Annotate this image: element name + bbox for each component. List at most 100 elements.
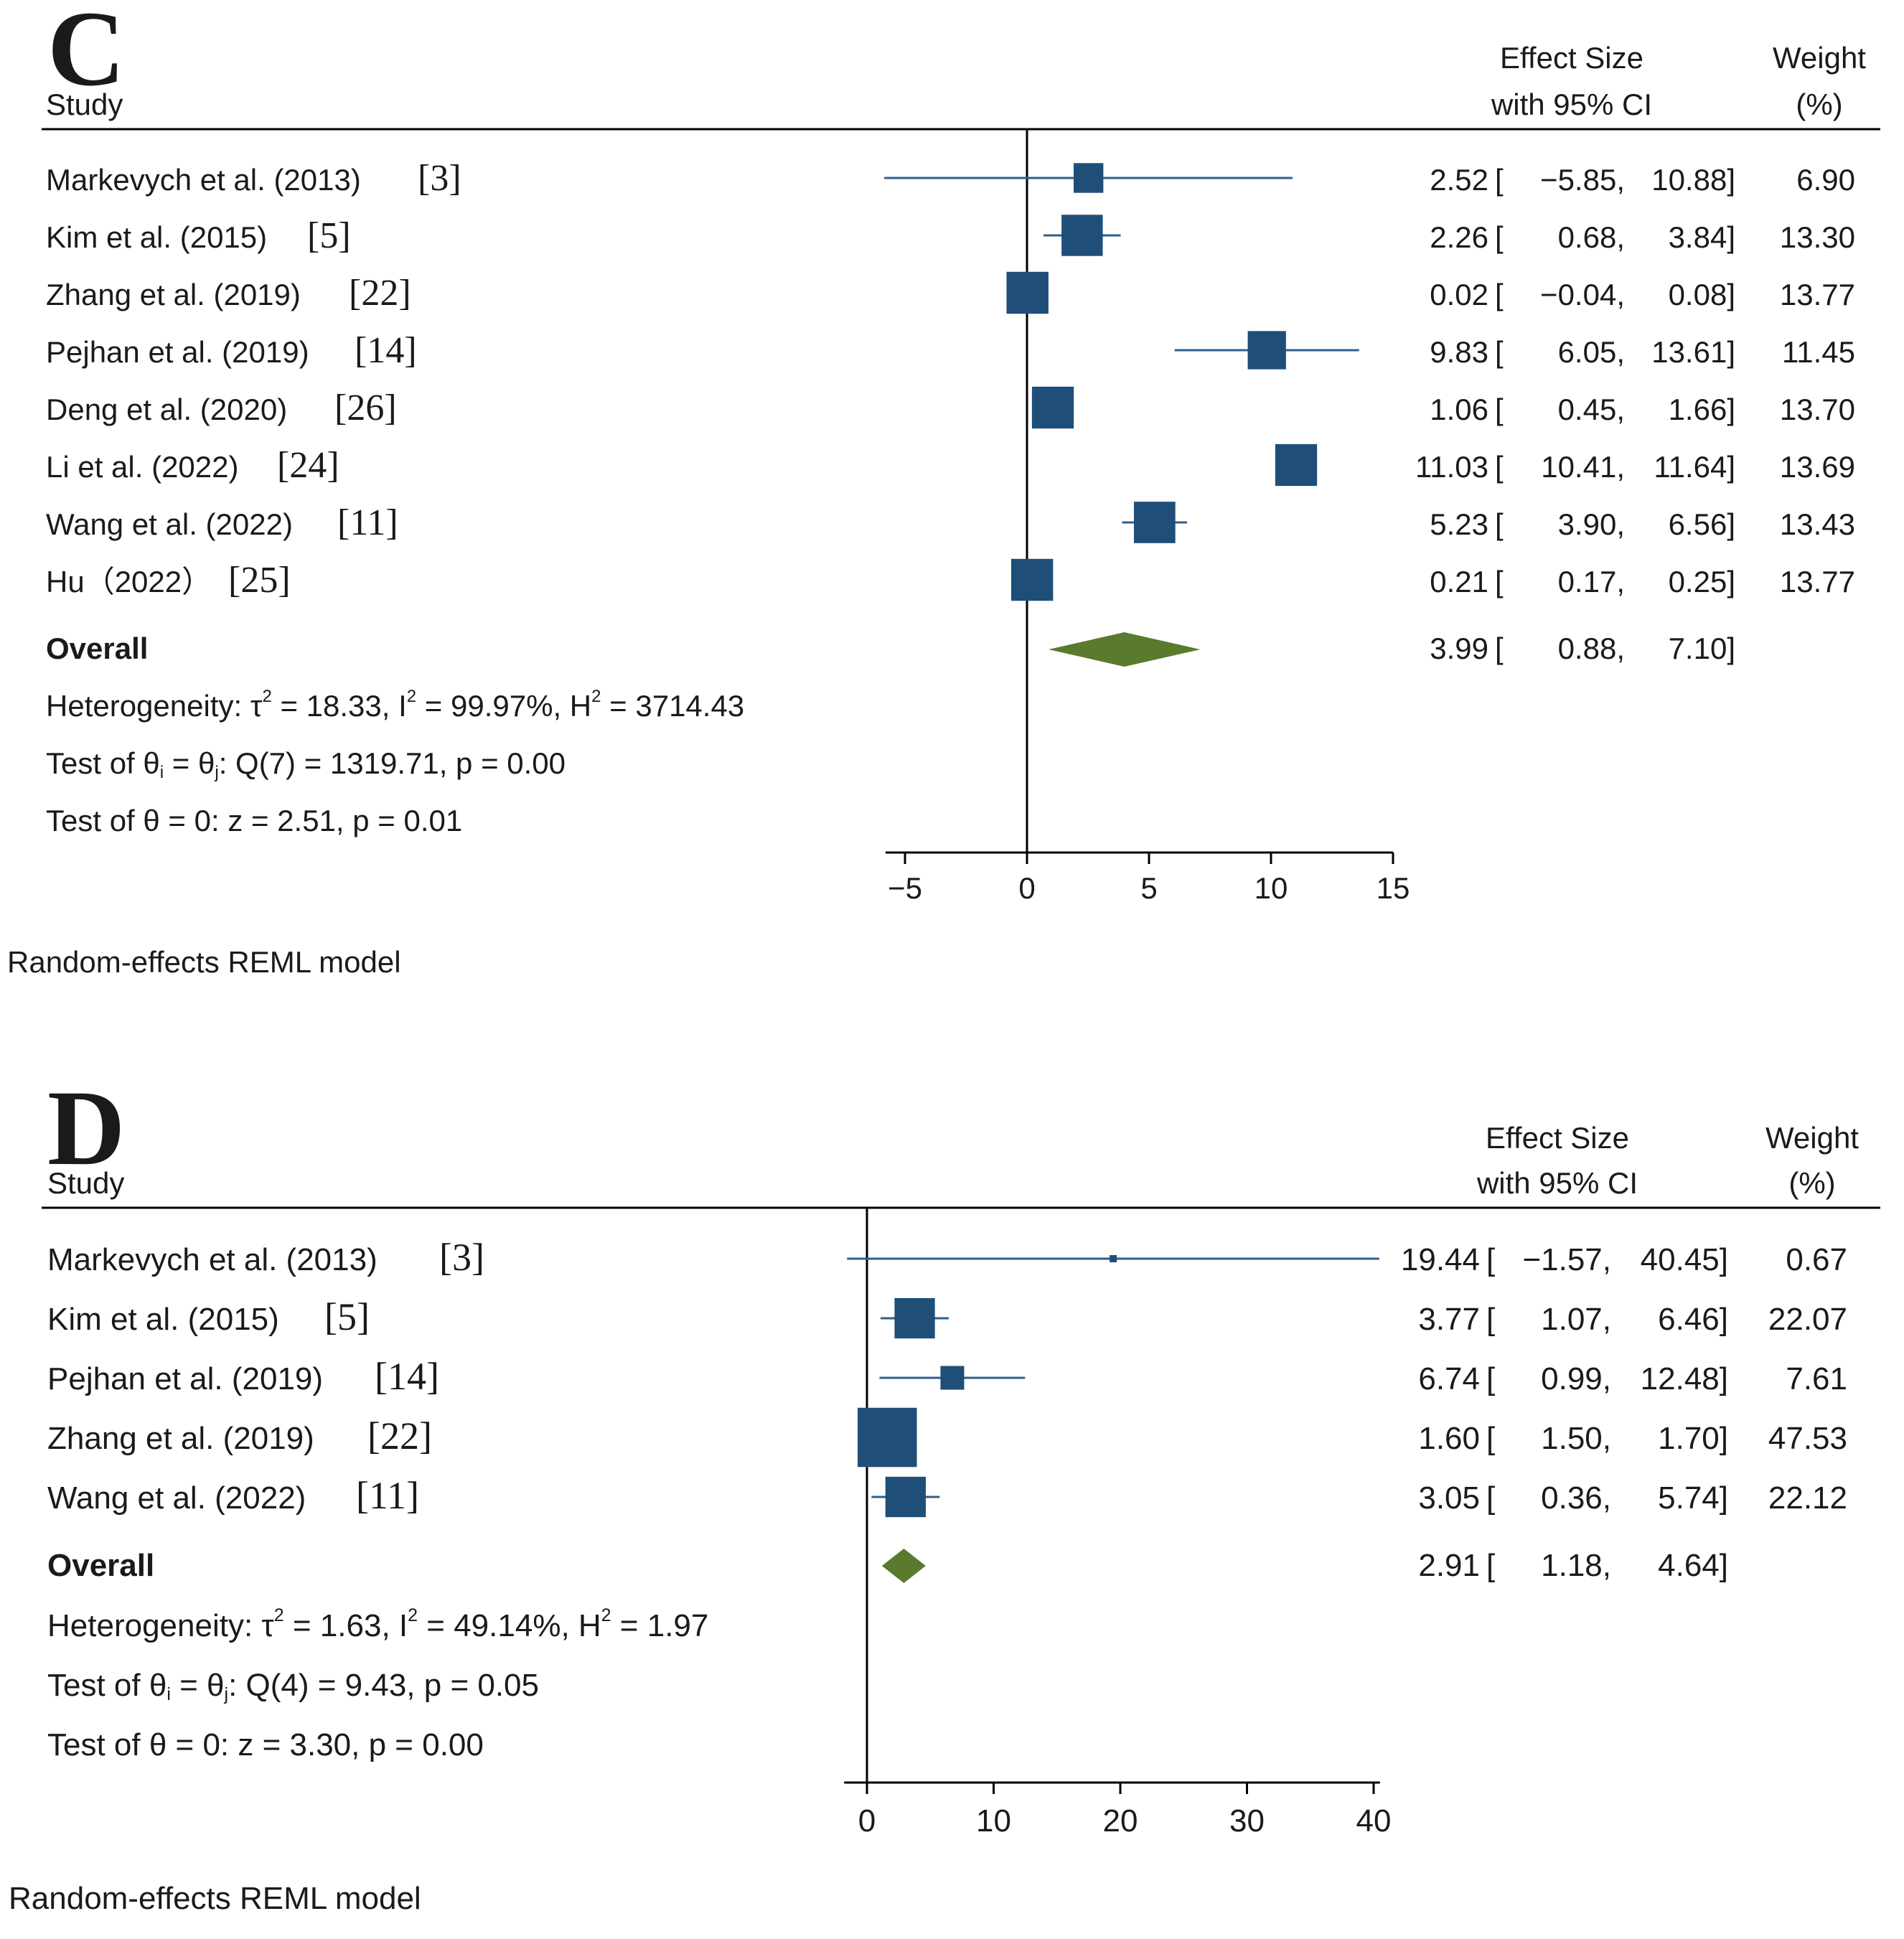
effect-marker [1010, 558, 1054, 601]
panel-c: C Study Effect Size with 95% CI Weight (… [7, 0, 1880, 979]
study-row: Zhang et al. (2019) [22] 0.02 [ −0.04, 0… [46, 273, 1855, 314]
study-ref: [11] [356, 1474, 419, 1517]
weight-value: 7.61 [1786, 1361, 1847, 1396]
ci-upper-value: 6.56] [1669, 507, 1735, 541]
overall-row: Overall 3.99 [ 0.88, 7.10] [46, 632, 1735, 665]
x-tick-label: 15 [1377, 871, 1410, 905]
x-tick-label: 40 [1356, 1803, 1392, 1839]
weight-header: Weight [1773, 41, 1866, 75]
effect-size-value: 1.06 [1430, 393, 1488, 426]
study-row: Wang et al. (2022) [11] 3.05 [ 0.36, 5.7… [47, 1474, 1847, 1517]
ci-upper-value: 12.48] [1641, 1361, 1728, 1396]
study-row: Zhang et al. (2019) [22] 1.60 [ 1.50, 1.… [47, 1414, 1847, 1457]
effect-marker [1073, 163, 1104, 193]
overall-diamond [1048, 632, 1201, 667]
ci-open-bracket: [ [1486, 1302, 1495, 1337]
weight-unit-header: (%) [1788, 1166, 1835, 1200]
effect-size-value: 3.05 [1418, 1480, 1480, 1516]
effect-size-value: 0.21 [1430, 565, 1488, 598]
x-axis-ticks: −5 0 5 10 15 [888, 853, 1410, 905]
overall-row: Overall 2.91 [ 1.18, 4.64] [47, 1548, 1728, 1583]
overall-diamond [881, 1549, 926, 1583]
ci-open-bracket: [ [1495, 335, 1504, 369]
overall-effect-value: 2.91 [1418, 1548, 1480, 1583]
ci-open-bracket: [ [1486, 1548, 1495, 1583]
study-ref: [14] [355, 330, 417, 371]
ci-lower-value: 1.07, [1541, 1302, 1611, 1337]
panel-letter: C [47, 0, 125, 108]
overall-ci-lower: 0.88, [1558, 632, 1625, 665]
ci-lower-value: 3.90, [1558, 507, 1625, 541]
study-ref: [5] [324, 1295, 370, 1338]
panel-d: D Study Effect Size with 95% CI Weight (… [9, 1069, 1880, 1916]
ci-open-bracket: [ [1486, 1361, 1495, 1396]
overall-effect-test: Test of θ = 0: z = 3.30, p = 0.00 [47, 1727, 484, 1762]
ci-open-bracket: [ [1495, 393, 1504, 426]
study-row: Wang et al. (2022) [11] 5.23 [ 3.90, 6.5… [46, 502, 1855, 543]
study-row: Kim et al. (2015) [5] 3.77 [ 1.07, 6.46]… [47, 1295, 1847, 1338]
ci-upper-value: 3.84] [1669, 220, 1735, 254]
ci-upper-value: 5.74] [1658, 1480, 1728, 1516]
effect-size-value: 1.60 [1418, 1421, 1480, 1456]
study-row: Kim et al. (2015) [5] 2.26 [ 0.68, 3.84]… [46, 215, 1855, 256]
weight-value: 13.77 [1780, 565, 1855, 598]
x-tick-label: 5 [1140, 871, 1157, 905]
ci-header: with 95% CI [1476, 1166, 1638, 1200]
ci-lower-value: −1.57, [1522, 1242, 1611, 1277]
ci-open-bracket: [ [1495, 507, 1504, 541]
effect-marker [857, 1407, 917, 1468]
study-name: Kim et al. (2015) [46, 220, 267, 254]
effect-marker [1275, 443, 1318, 487]
model-footnote: Random-effects REML model [9, 1881, 421, 1916]
ci-open-bracket: [ [1486, 1242, 1495, 1277]
study-name: Deng et al. (2020) [46, 393, 287, 426]
panel-letter: D [47, 1069, 125, 1188]
overall-effect-value: 3.99 [1430, 632, 1488, 665]
ci-upper-value: 11.64] [1654, 450, 1735, 484]
study-name: Kim et al. (2015) [47, 1302, 279, 1337]
weight-value: 11.45 [1782, 335, 1855, 369]
weight-value: 13.43 [1780, 507, 1855, 541]
study-name: Hu（2022） [46, 565, 212, 598]
study-name: Wang et al. (2022) [46, 507, 293, 541]
ci-upper-value: 13.61] [1651, 335, 1735, 369]
study-name: Zhang et al. (2019) [46, 278, 301, 311]
study-column-header: Study [47, 1166, 124, 1200]
ci-lower-value: 0.68, [1558, 220, 1625, 254]
ci-open-bracket: [ [1495, 220, 1504, 254]
x-tick-label: 10 [1255, 871, 1288, 905]
effect-size-value: 2.52 [1430, 163, 1488, 197]
effect-marker [1006, 271, 1049, 314]
ci-lower-value: 0.36, [1541, 1480, 1611, 1516]
overall-ci-upper: 4.64] [1658, 1548, 1728, 1583]
study-ref: [25] [228, 560, 291, 601]
effect-size-value: 5.23 [1430, 507, 1488, 541]
ci-lower-value: 1.50, [1541, 1421, 1611, 1456]
weight-value: 47.53 [1768, 1421, 1847, 1456]
study-ref: [3] [439, 1236, 484, 1279]
effect-size-value: 9.83 [1430, 335, 1488, 369]
ci-lower-value: 10.41, [1541, 450, 1625, 484]
study-name: Markevych et al. (2013) [46, 163, 361, 197]
effect-marker [885, 1476, 926, 1518]
x-tick-label: −5 [888, 871, 922, 905]
ci-upper-value: 10.88] [1651, 163, 1735, 197]
model-footnote: Random-effects REML model [7, 945, 401, 979]
plot-marks [847, 1255, 1379, 1583]
ci-open-bracket: [ [1486, 1480, 1495, 1516]
weight-value: 22.12 [1768, 1480, 1847, 1516]
weight-value: 13.70 [1780, 393, 1855, 426]
overall-label: Overall [47, 1548, 154, 1583]
study-name: Pejhan et al. (2019) [46, 335, 309, 369]
effect-size-header: Effect Size [1500, 41, 1643, 75]
heterogeneity-stats: Heterogeneity: τ2 = 1.63, I2 = 49.14%, H… [47, 1605, 708, 1643]
effect-marker [1061, 215, 1103, 256]
ci-open-bracket: [ [1495, 632, 1504, 665]
ci-upper-value: 40.45] [1641, 1242, 1728, 1277]
ci-upper-value: 0.08] [1669, 278, 1735, 311]
ci-lower-value: −0.04, [1540, 278, 1625, 311]
effect-size-value: 6.74 [1418, 1361, 1480, 1396]
study-row: Markevych et al. (2013) [3] 2.52 [ −5.85… [46, 158, 1855, 199]
study-ref: [11] [337, 502, 398, 543]
weight-value: 13.69 [1780, 450, 1855, 484]
